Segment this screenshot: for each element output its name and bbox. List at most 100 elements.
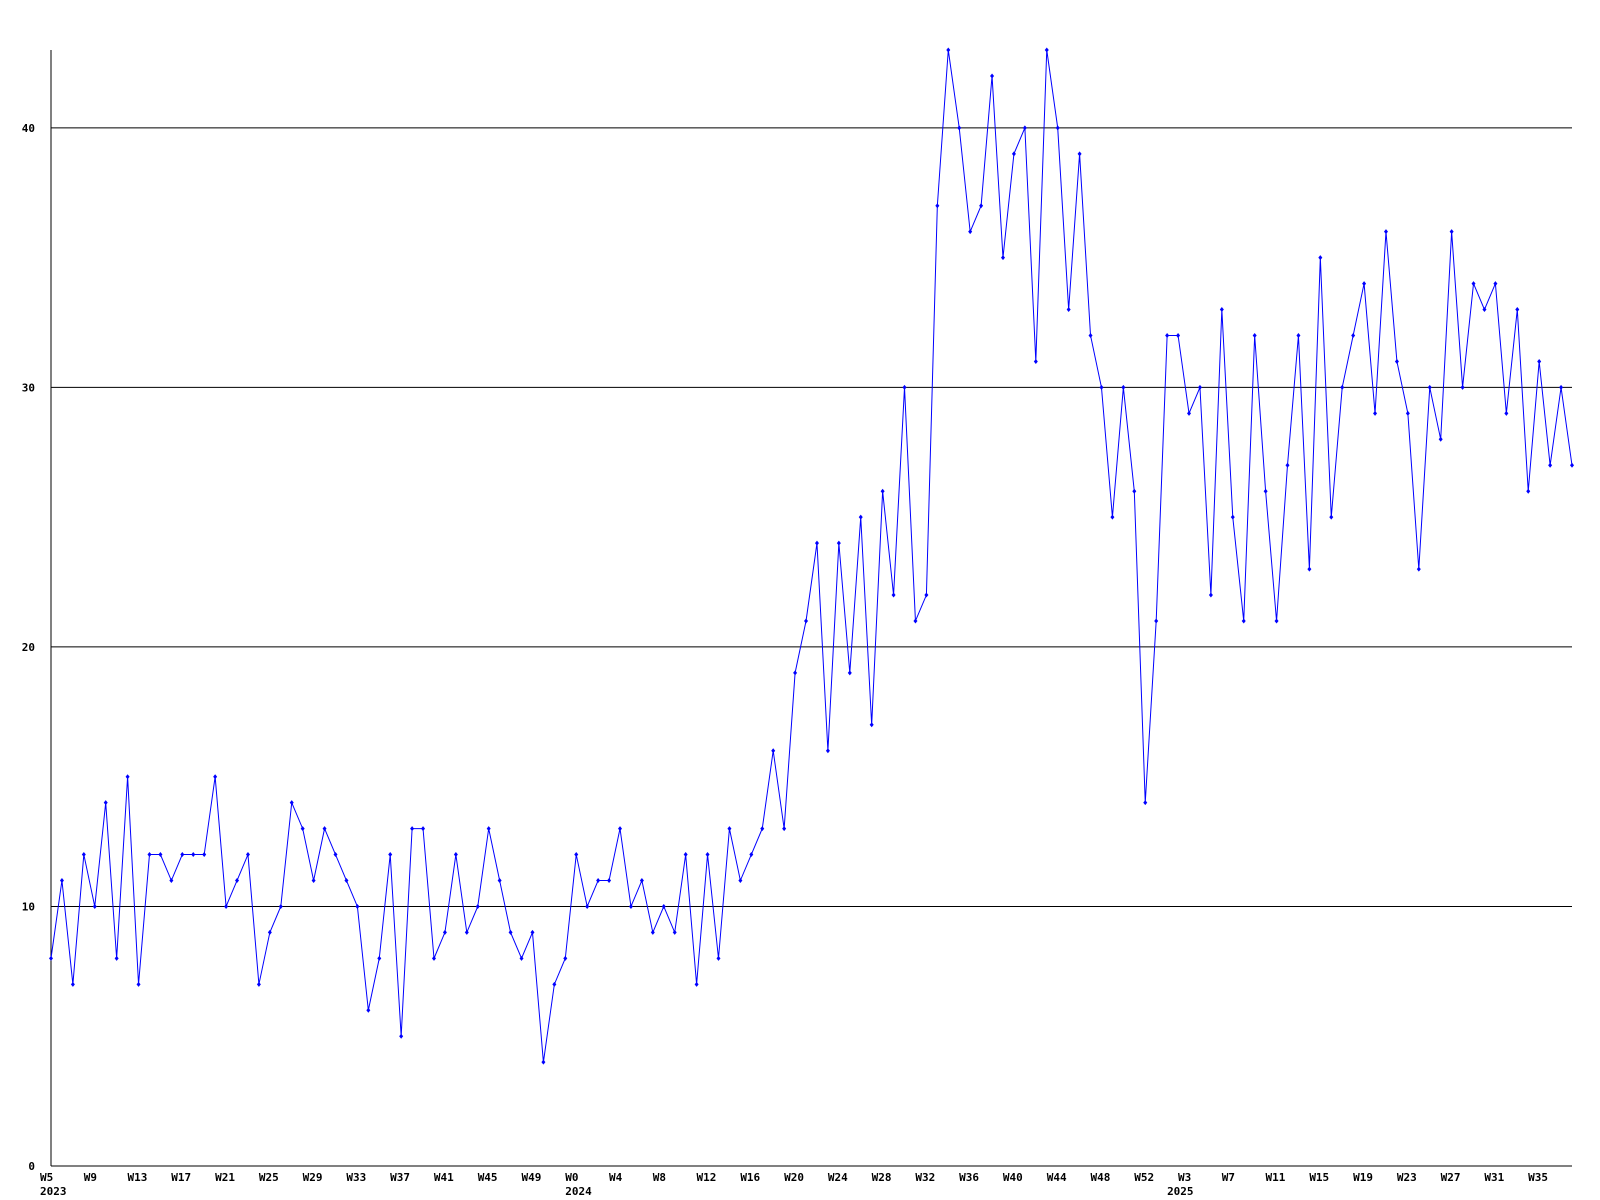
data-point bbox=[1329, 514, 1334, 520]
x-tick-label: W44 bbox=[1047, 1171, 1067, 1184]
data-point bbox=[1493, 281, 1498, 287]
data-point bbox=[1285, 462, 1290, 468]
data-point bbox=[530, 929, 535, 935]
data-point bbox=[1373, 410, 1378, 416]
data-point bbox=[1548, 462, 1553, 468]
data-point bbox=[672, 929, 677, 935]
data-point bbox=[1044, 47, 1049, 53]
data-point bbox=[1176, 332, 1181, 338]
data-point bbox=[650, 929, 655, 935]
x-tick-label: W7 bbox=[1222, 1171, 1235, 1184]
x-tick-label: W45 bbox=[478, 1171, 498, 1184]
data-point bbox=[913, 618, 918, 624]
data-point bbox=[497, 878, 502, 884]
data-point bbox=[256, 981, 261, 987]
x-tick-label: W49 bbox=[521, 1171, 541, 1184]
x-tick-label: W17 bbox=[171, 1171, 191, 1184]
data-point bbox=[344, 878, 349, 884]
data-point bbox=[81, 852, 86, 858]
x-tick-label: W32 bbox=[915, 1171, 935, 1184]
data-point bbox=[333, 852, 338, 858]
data-point bbox=[946, 47, 951, 53]
x-tick-label: W4 bbox=[609, 1171, 623, 1184]
x-tick-label: W23 bbox=[1397, 1171, 1417, 1184]
data-point bbox=[1230, 514, 1235, 520]
data-point bbox=[661, 903, 666, 909]
data-point bbox=[1110, 514, 1115, 520]
data-point bbox=[1460, 384, 1465, 390]
data-point bbox=[1340, 384, 1345, 390]
x-tick-label: W11 bbox=[1266, 1171, 1286, 1184]
x-tick-label: W16 bbox=[740, 1171, 760, 1184]
data-point bbox=[410, 826, 415, 832]
data-point bbox=[1165, 332, 1170, 338]
y-tick-label: 10 bbox=[22, 900, 35, 913]
x-tick-label: W25 bbox=[259, 1171, 279, 1184]
data-point bbox=[574, 852, 579, 858]
data-point bbox=[355, 903, 360, 909]
data-point bbox=[738, 878, 743, 884]
data-point bbox=[1362, 281, 1367, 287]
data-point bbox=[136, 981, 141, 987]
data-point bbox=[1296, 332, 1301, 338]
data-point bbox=[1537, 358, 1542, 364]
data-point bbox=[59, 878, 64, 884]
data-point bbox=[421, 826, 426, 832]
x-tick-label: W33 bbox=[346, 1171, 366, 1184]
data-point bbox=[1263, 488, 1268, 494]
x-year-label: 2024 bbox=[565, 1185, 592, 1198]
data-point bbox=[431, 955, 436, 961]
data-point bbox=[1570, 462, 1574, 468]
data-point bbox=[552, 981, 557, 987]
data-point bbox=[968, 229, 973, 235]
data-point bbox=[1143, 800, 1148, 806]
data-point bbox=[486, 826, 491, 832]
data-point bbox=[1241, 618, 1246, 624]
data-point bbox=[1482, 307, 1487, 313]
data-point bbox=[902, 384, 907, 390]
data-point bbox=[191, 852, 196, 858]
data-point bbox=[464, 929, 469, 935]
data-point bbox=[180, 852, 185, 858]
data-point bbox=[585, 903, 590, 909]
series-line bbox=[50, 49, 1573, 1063]
x-tick-label: W12 bbox=[697, 1171, 717, 1184]
data-point bbox=[1099, 384, 1104, 390]
data-point bbox=[716, 955, 721, 961]
data-point bbox=[804, 618, 809, 624]
data-point bbox=[475, 903, 480, 909]
data-point bbox=[300, 826, 305, 832]
x-tick-label: W52 bbox=[1134, 1171, 1154, 1184]
x-tick-label: W41 bbox=[434, 1171, 454, 1184]
data-point bbox=[1187, 410, 1192, 416]
x-tick-label: W37 bbox=[390, 1171, 410, 1184]
data-point bbox=[1438, 436, 1443, 442]
data-point bbox=[1077, 151, 1082, 157]
data-point bbox=[1394, 358, 1399, 364]
x-tick-label: W15 bbox=[1309, 1171, 1329, 1184]
data-point bbox=[607, 878, 612, 884]
data-point bbox=[1208, 592, 1213, 598]
data-point bbox=[224, 903, 229, 909]
y-tick-label: 20 bbox=[22, 641, 35, 654]
data-point bbox=[267, 929, 272, 935]
data-point bbox=[1000, 255, 1005, 261]
x-tick-label: W9 bbox=[84, 1171, 97, 1184]
data-point bbox=[1154, 618, 1159, 624]
data-point bbox=[1515, 307, 1520, 313]
data-point bbox=[322, 826, 327, 832]
x-tick-label: W40 bbox=[1003, 1171, 1023, 1184]
x-tick-label: W0 bbox=[565, 1171, 578, 1184]
data-point bbox=[749, 852, 754, 858]
data-point bbox=[979, 203, 984, 209]
x-tick-label: W29 bbox=[303, 1171, 323, 1184]
x-tick-label: W21 bbox=[215, 1171, 235, 1184]
data-point bbox=[70, 981, 75, 987]
data-point bbox=[1022, 125, 1027, 131]
x-tick-label: W31 bbox=[1484, 1171, 1504, 1184]
data-point bbox=[639, 878, 644, 884]
data-point bbox=[858, 514, 863, 520]
data-point bbox=[169, 878, 174, 884]
data-point bbox=[1318, 255, 1323, 261]
